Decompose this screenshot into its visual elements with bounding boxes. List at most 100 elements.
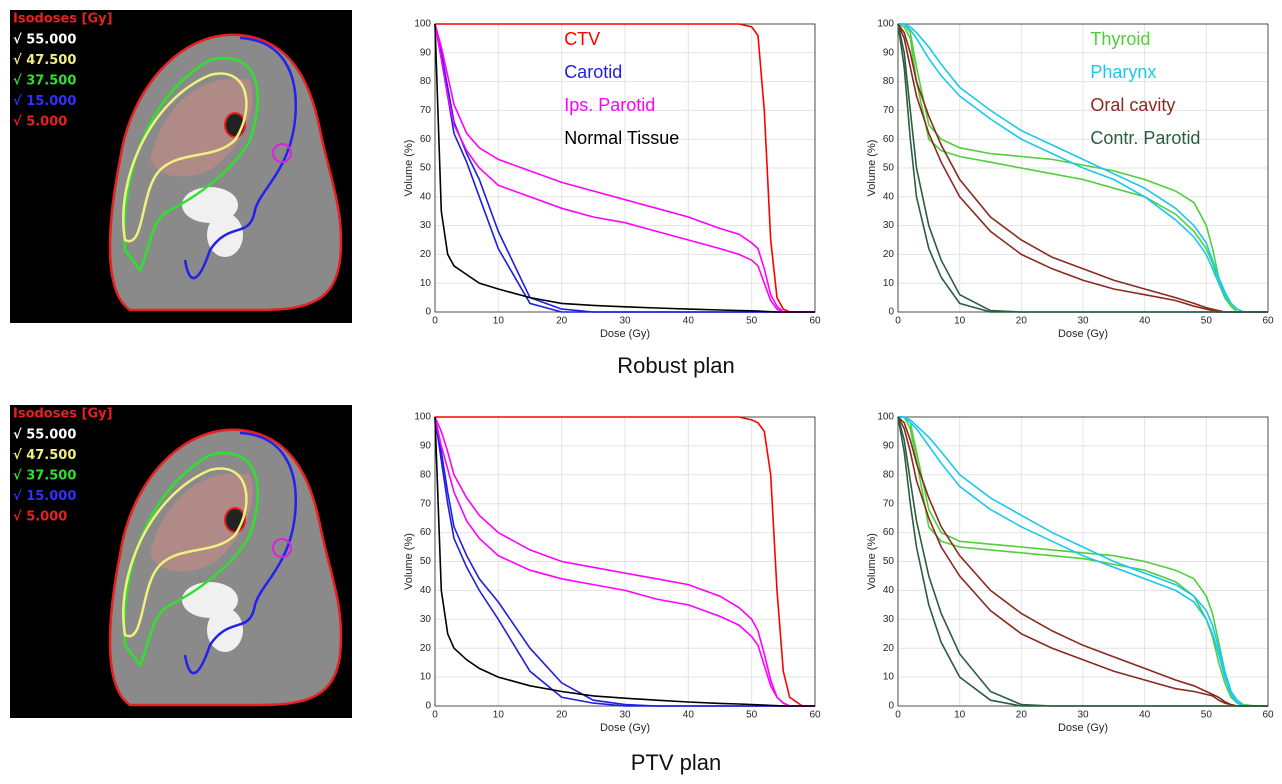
x-tick-label: 50 — [1201, 316, 1213, 327]
x-tick-label: 50 — [746, 710, 758, 721]
dvh-curve — [434, 416, 815, 707]
dvh-curve — [898, 416, 1268, 707]
x-tick-label: 50 — [746, 316, 758, 327]
legend-entry: CTV — [564, 29, 600, 49]
y-tick-label: 30 — [883, 220, 895, 231]
isodose-level: √ 15.000 — [13, 94, 76, 109]
y-tick-label: 20 — [883, 643, 895, 654]
y-axis-label: Volume (%) — [403, 533, 415, 590]
x-tick-label: 40 — [683, 316, 695, 327]
legend-entry: Contr. Parotid — [1090, 128, 1200, 148]
y-tick-label: 100 — [877, 412, 894, 423]
x-tick-label: 0 — [432, 316, 438, 327]
x-tick-label: 0 — [895, 316, 901, 327]
x-tick-label: 40 — [1139, 316, 1151, 327]
isodose-title: Isodoses [Gy] — [13, 12, 113, 27]
y-tick-label: 30 — [883, 614, 895, 625]
dvh-curve — [898, 23, 1268, 313]
x-tick-label: 40 — [683, 710, 695, 721]
y-tick-label: 70 — [883, 498, 895, 509]
y-tick-label: 90 — [883, 47, 895, 58]
x-tick-label: 20 — [1016, 316, 1028, 327]
dvh-curve — [434, 23, 815, 313]
y-tick-label: 50 — [420, 556, 432, 567]
x-tick-label: 10 — [954, 710, 966, 721]
y-tick-label: 80 — [420, 76, 432, 87]
legend-entry: Oral cavity — [1090, 95, 1175, 115]
y-tick-label: 10 — [883, 672, 895, 683]
y-tick-label: 50 — [883, 163, 895, 174]
y-tick-label: 20 — [883, 249, 895, 260]
x-tick-label: 0 — [432, 710, 438, 721]
isodose-level: √ 55.000 — [13, 428, 76, 443]
y-tick-label: 90 — [883, 441, 895, 452]
y-tick-label: 40 — [883, 585, 895, 596]
y-tick-label: 40 — [420, 191, 432, 202]
dvh-curve — [435, 23, 815, 313]
y-tick-label: 10 — [883, 278, 895, 289]
x-axis-label: Dose (Gy) — [1058, 722, 1108, 734]
y-tick-label: 30 — [420, 614, 432, 625]
dvh-curve — [897, 23, 1268, 313]
y-tick-label: 70 — [420, 498, 432, 509]
caption: Robust plan — [617, 353, 734, 378]
y-tick-label: 100 — [414, 412, 431, 423]
dvh-curve — [897, 416, 1268, 707]
y-axis-label: Volume (%) — [866, 533, 878, 590]
y-tick-label: 100 — [877, 19, 894, 30]
dvh-curve — [434, 23, 815, 313]
isodose-level: √ 47.500 — [13, 53, 76, 68]
y-tick-label: 10 — [420, 672, 432, 683]
legend-entry: Thyroid — [1090, 29, 1150, 49]
y-tick-label: 40 — [420, 585, 432, 596]
y-tick-label: 80 — [420, 469, 432, 480]
isodose-title: Isodoses [Gy] — [13, 407, 113, 422]
y-tick-label: 0 — [425, 701, 431, 712]
legend-entry: Normal Tissue — [564, 128, 679, 148]
y-tick-label: 0 — [888, 701, 894, 712]
x-tick-label: 60 — [1262, 316, 1274, 327]
y-tick-label: 0 — [425, 307, 431, 318]
y-tick-label: 90 — [420, 441, 432, 452]
x-axis-label: Dose (Gy) — [600, 722, 650, 734]
y-tick-label: 20 — [420, 249, 432, 260]
isodose-level: √ 55.000 — [13, 33, 76, 48]
y-tick-label: 50 — [883, 556, 895, 567]
y-tick-label: 40 — [883, 191, 895, 202]
dvh-curve — [897, 416, 1268, 707]
y-tick-label: 90 — [420, 47, 432, 58]
x-tick-label: 30 — [1077, 316, 1089, 327]
isodose-level: √ 5.000 — [13, 510, 67, 525]
y-axis-label: Volume (%) — [866, 140, 878, 197]
legend-entry: Ips. Parotid — [564, 95, 655, 115]
isodose-level: √ 15.000 — [13, 489, 76, 504]
x-tick-label: 0 — [895, 710, 901, 721]
x-tick-label: 60 — [809, 316, 821, 327]
x-tick-label: 30 — [619, 710, 631, 721]
isodose-level: √ 37.500 — [13, 74, 76, 89]
x-tick-label: 30 — [1077, 710, 1089, 721]
x-tick-label: 10 — [954, 316, 966, 327]
x-tick-label: 10 — [493, 710, 505, 721]
y-tick-label: 80 — [883, 469, 895, 480]
x-tick-label: 20 — [1016, 710, 1028, 721]
y-tick-label: 80 — [883, 76, 895, 87]
x-tick-label: 40 — [1139, 710, 1151, 721]
y-tick-label: 0 — [888, 307, 894, 318]
caption: PTV plan — [631, 750, 722, 775]
x-tick-label: 60 — [809, 710, 821, 721]
y-tick-label: 60 — [420, 527, 432, 538]
x-tick-label: 30 — [619, 316, 631, 327]
legend-entry: Pharynx — [1090, 62, 1156, 82]
y-tick-label: 50 — [420, 163, 432, 174]
y-tick-label: 70 — [420, 105, 432, 116]
y-tick-label: 20 — [420, 643, 432, 654]
isodose-level: √ 37.500 — [13, 469, 76, 484]
dvh-curve — [898, 23, 1268, 313]
isodose-level: √ 47.500 — [13, 448, 76, 463]
dvh-curve — [898, 416, 1268, 707]
y-tick-label: 60 — [420, 134, 432, 145]
y-tick-label: 30 — [420, 220, 432, 231]
y-axis-label: Volume (%) — [403, 140, 415, 197]
